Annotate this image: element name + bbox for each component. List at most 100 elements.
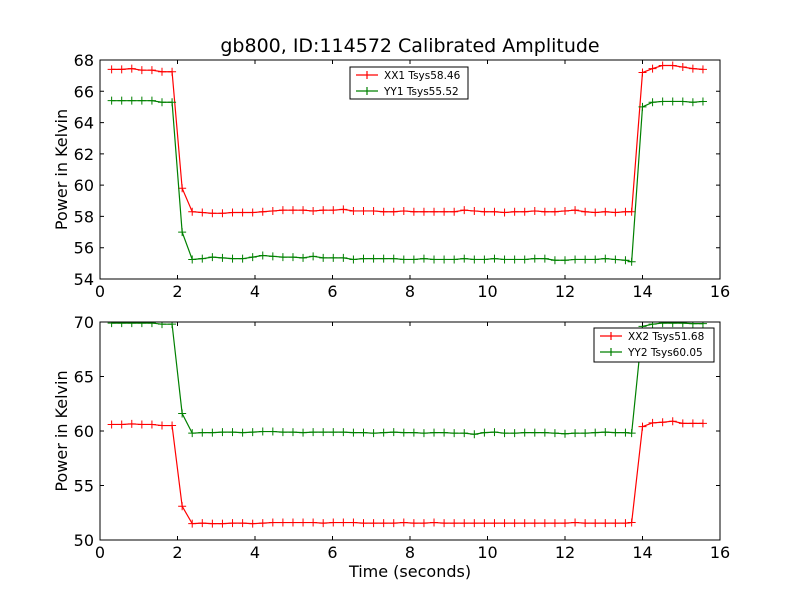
data-point: [238, 519, 247, 528]
data-point: [581, 207, 590, 216]
data-point: [339, 253, 348, 262]
x-tick-label: 10: [477, 543, 497, 562]
data-point: [460, 254, 469, 263]
data-point: [591, 255, 600, 264]
y-tick-label: 65: [74, 368, 94, 387]
data-point: [480, 519, 489, 528]
data-point: [158, 421, 166, 430]
data-point: [530, 206, 539, 215]
data-point: [208, 428, 217, 437]
data-point: [268, 518, 277, 527]
data-point: [520, 519, 529, 528]
data-point: [218, 428, 227, 437]
data-point: [627, 518, 636, 527]
data-point: [329, 518, 338, 527]
data-point: [561, 519, 569, 528]
x-tick-label: 0: [95, 282, 105, 301]
data-point: [601, 207, 610, 216]
data-point: [419, 207, 428, 216]
data-point: [369, 429, 378, 438]
legend: XX1 Tsys58.46 YY1 Tsys55.52: [349, 66, 469, 100]
series-1: [107, 417, 707, 528]
data-point: [137, 66, 146, 75]
data-point: [309, 252, 318, 261]
data-point: [107, 322, 116, 328]
data-point: [480, 428, 489, 437]
data-point: [399, 518, 408, 527]
data-point: [530, 428, 539, 437]
data-point: [419, 254, 428, 263]
data-point: [359, 428, 368, 437]
data-point: [540, 254, 549, 263]
data-point: [540, 428, 549, 437]
data-point: [591, 428, 600, 437]
data-point: [379, 428, 388, 437]
data-point: [611, 519, 620, 528]
data-point: [369, 519, 378, 528]
legend-swatch: [356, 71, 378, 79]
x-tick-label: 14: [632, 543, 652, 562]
data-point: [178, 228, 187, 237]
data-point: [117, 65, 126, 74]
data-point: [688, 98, 697, 107]
x-tick-label: 14: [632, 282, 652, 301]
data-point: [470, 430, 479, 439]
series-2: [107, 322, 707, 439]
data-point: [228, 208, 237, 217]
data-point: [168, 98, 177, 107]
data-point: [571, 518, 580, 527]
y-axis-label: Power in Kelvin: [52, 370, 71, 491]
data-point: [258, 519, 267, 528]
y-tick-label: 54: [74, 270, 94, 289]
y-tick-label: 58: [74, 207, 94, 226]
data-point: [369, 254, 378, 263]
data-point: [419, 429, 428, 438]
data-point: [581, 519, 590, 528]
data-point: [668, 417, 677, 426]
data-point: [698, 419, 707, 428]
data-point: [611, 255, 620, 264]
data-point: [648, 418, 657, 427]
y-axis-label: Power in Kelvin: [52, 109, 71, 230]
data-point: [158, 322, 166, 329]
data-point: [218, 519, 227, 528]
data-point: [500, 255, 509, 264]
data-point: [440, 428, 449, 437]
legend: XX2 Tsys51.68 YY2 Tsys60.05: [593, 327, 715, 363]
data-point: [349, 206, 358, 215]
data-point: [137, 96, 146, 105]
data-point: [430, 428, 439, 437]
data-point: [627, 257, 636, 266]
y-tick-label: 66: [74, 82, 94, 101]
data-point: [248, 519, 257, 528]
data-point: [409, 207, 418, 216]
x-tick-label: 2: [172, 543, 182, 562]
data-point: [127, 419, 136, 428]
data-point: [460, 429, 469, 438]
data-point: [147, 96, 156, 105]
y-tick-label: 68: [74, 51, 94, 70]
data-point: [319, 253, 328, 262]
data-point: [500, 208, 509, 217]
data-point: [627, 207, 636, 216]
data-point: [561, 206, 569, 215]
data-point: [530, 254, 539, 263]
data-point: [648, 64, 657, 73]
x-tick-label: 6: [327, 282, 337, 301]
data-point: [698, 97, 707, 106]
data-point: [510, 429, 519, 438]
data-point: [188, 519, 197, 528]
data-point: [490, 254, 499, 263]
data-point: [228, 519, 237, 528]
y-tick-label: 55: [74, 477, 94, 496]
data-point: [500, 429, 509, 438]
data-point: [450, 519, 459, 528]
y-tick-label: 60: [74, 422, 94, 441]
data-point: [470, 206, 479, 215]
legend-box: [593, 327, 715, 363]
data-point: [621, 256, 630, 265]
data-point: [450, 429, 459, 438]
data-point: [278, 518, 287, 527]
data-point: [698, 322, 707, 328]
data-point: [379, 254, 388, 263]
